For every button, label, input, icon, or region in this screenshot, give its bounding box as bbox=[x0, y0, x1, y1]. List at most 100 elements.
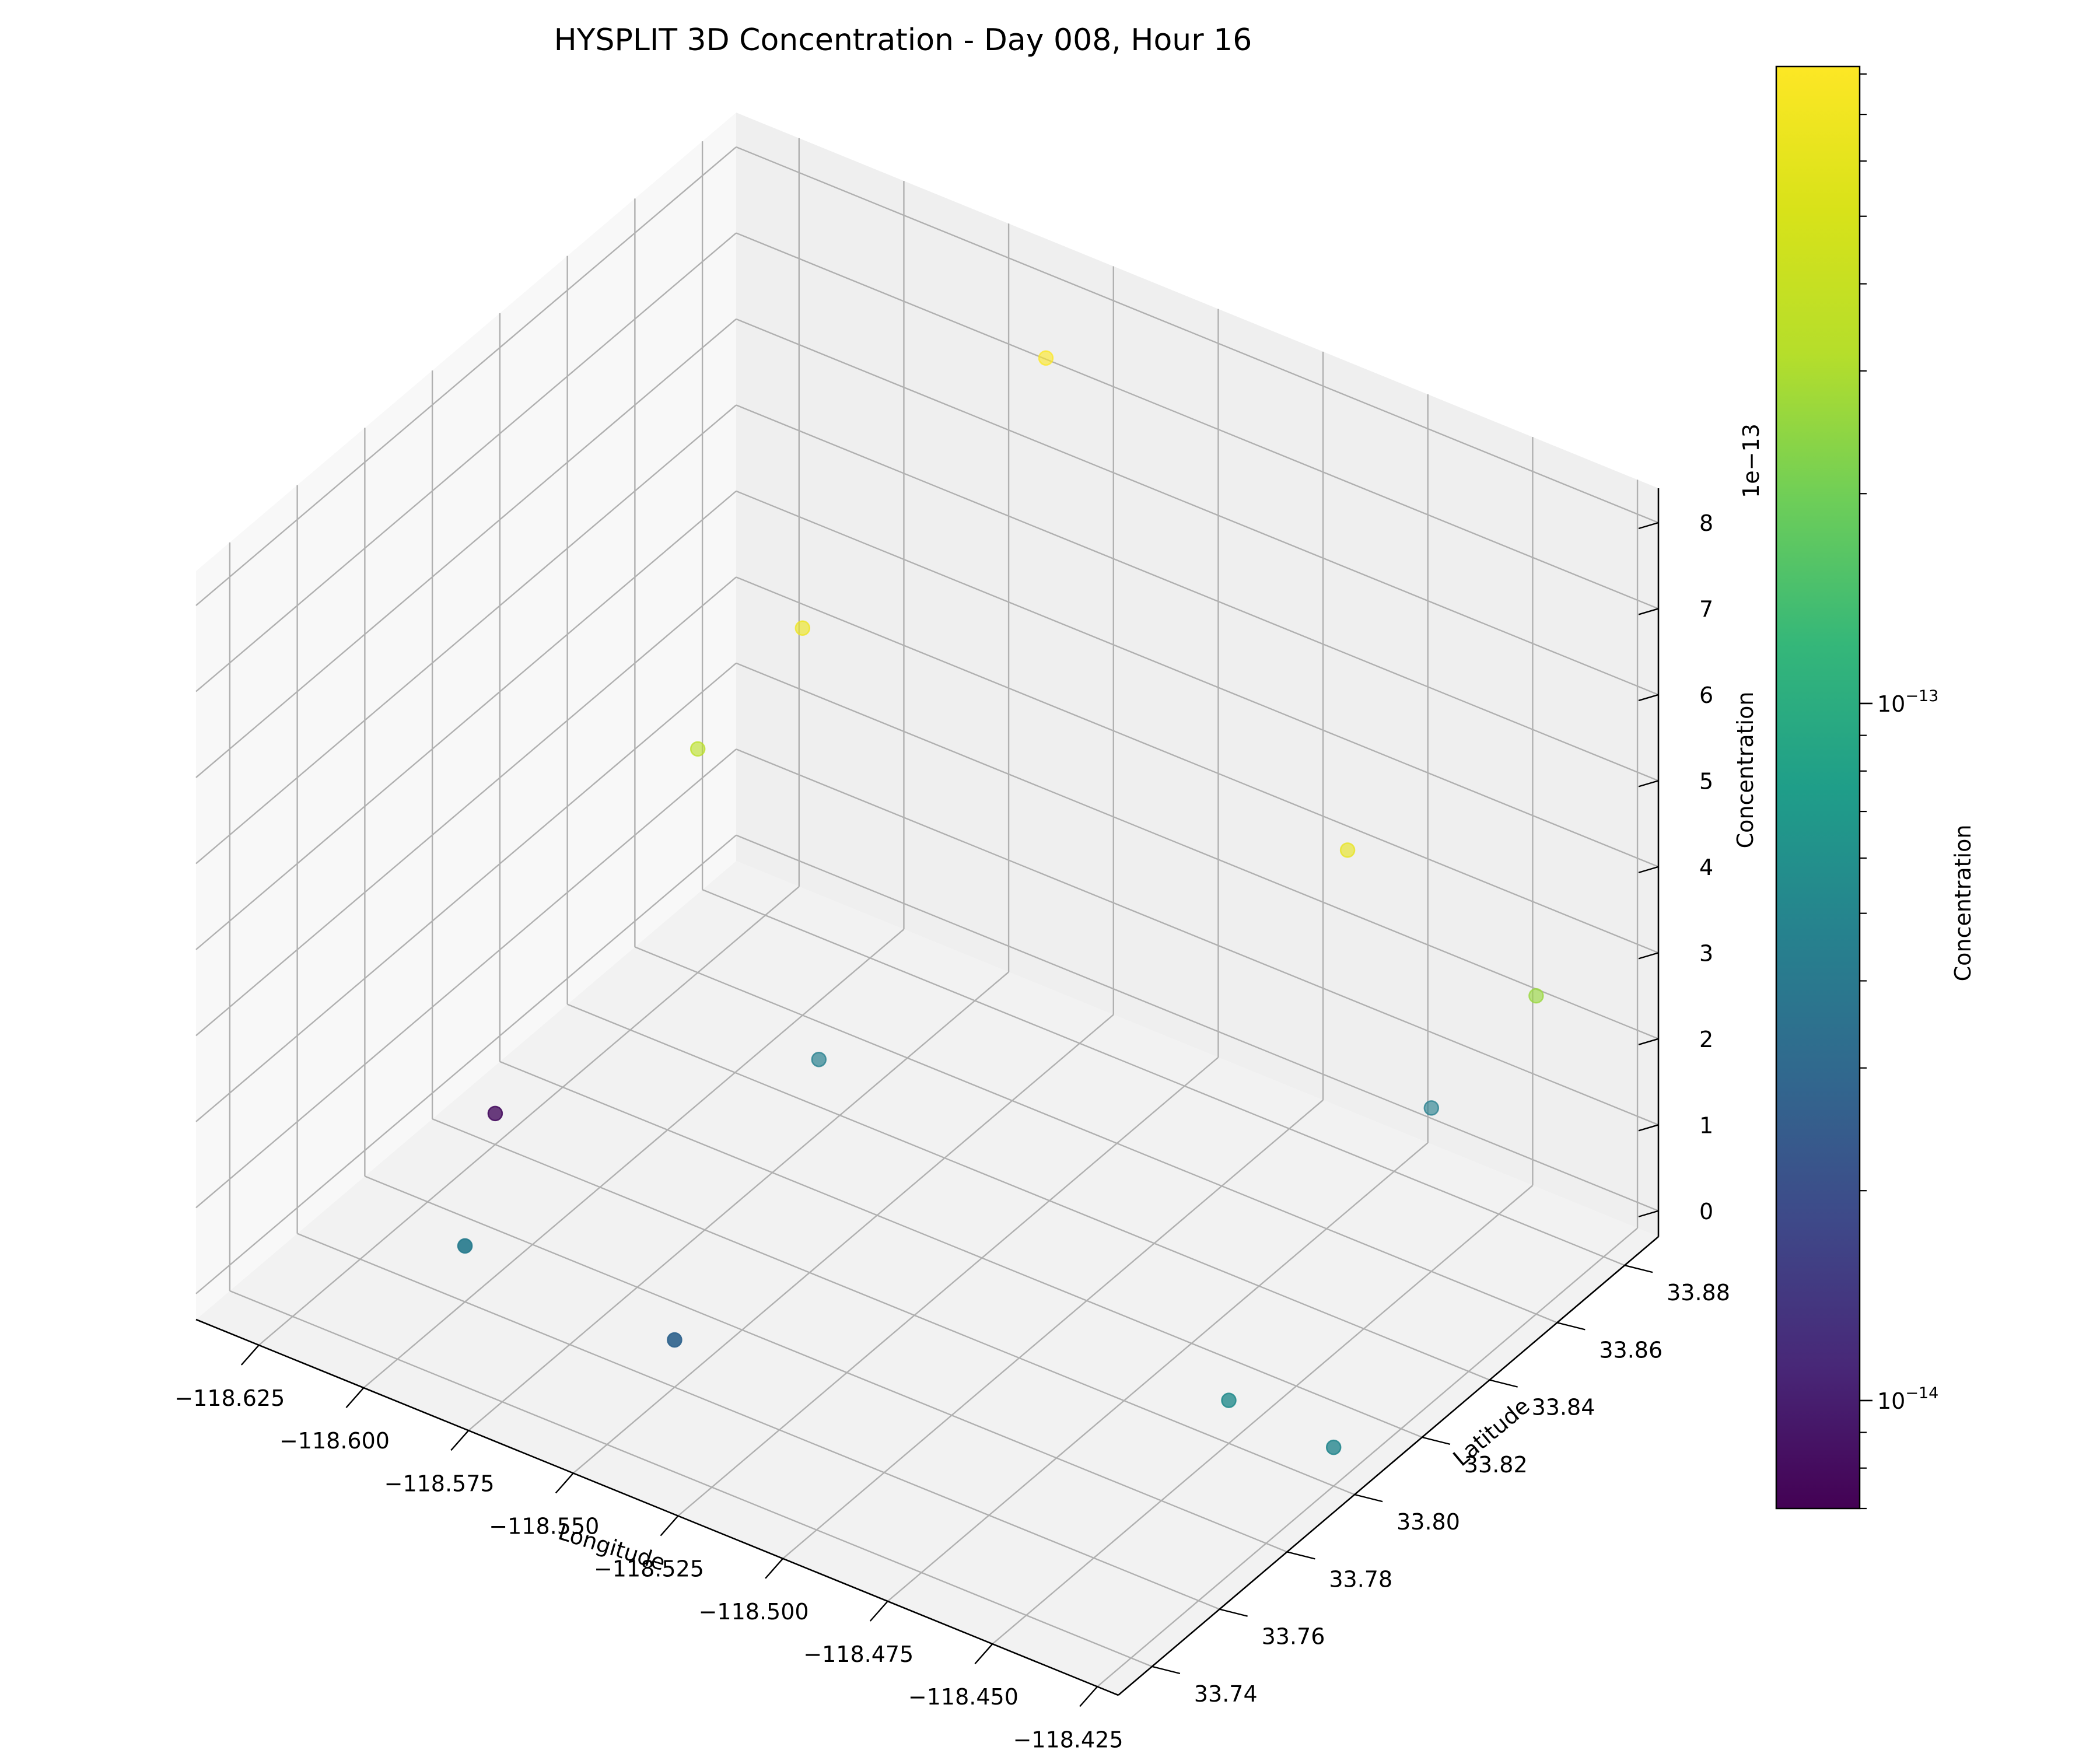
y-tick-mark bbox=[1219, 1608, 1248, 1617]
z-grid-left bbox=[195, 576, 737, 1037]
z-grid-back bbox=[736, 490, 1659, 867]
data-point bbox=[1339, 842, 1356, 858]
z-grid-left bbox=[195, 490, 737, 950]
x-grid-floor bbox=[258, 886, 800, 1346]
y-grid-floor bbox=[499, 1060, 1423, 1438]
z-grid-back bbox=[736, 834, 1659, 1212]
z-tick-mark bbox=[1638, 1210, 1659, 1217]
z-tick-label: 8 bbox=[1699, 510, 1713, 536]
y-tick-label: 33.82 bbox=[1464, 1452, 1528, 1478]
x-tick-mark bbox=[555, 1472, 574, 1494]
x-tick-mark bbox=[765, 1558, 783, 1579]
y-tick-label: 33.88 bbox=[1667, 1280, 1730, 1306]
z-tick-mark bbox=[1638, 608, 1659, 615]
z-grid-back bbox=[736, 748, 1659, 1126]
floor-pane bbox=[196, 861, 1658, 1695]
z-tick-mark bbox=[1638, 1124, 1659, 1132]
y-tick-mark bbox=[1489, 1379, 1518, 1388]
grid-lines bbox=[195, 138, 1659, 1688]
x-ticks: −118.625 −118.600 −118.575 −118.550 −118.525… bbox=[174, 1345, 1124, 1750]
y-tick-mark bbox=[1557, 1322, 1586, 1331]
z-tick-mark bbox=[1638, 694, 1659, 702]
x-grid-floor bbox=[363, 929, 905, 1389]
z-grid-back bbox=[736, 404, 1659, 782]
data-point bbox=[457, 1238, 473, 1254]
z-axis-label: Concentration bbox=[1732, 692, 1758, 849]
x-tick-mark bbox=[240, 1345, 260, 1366]
x-tick-label: −118.500 bbox=[699, 1599, 809, 1625]
data-point bbox=[487, 1105, 503, 1122]
data-point bbox=[1221, 1392, 1237, 1408]
y-tick-mark bbox=[1287, 1551, 1315, 1560]
colorbar-label: Concentration bbox=[1950, 825, 1976, 982]
y-grid-floor bbox=[567, 1003, 1490, 1381]
z-ticks: 0 1 2 3 4 5 6 7 8 bbox=[1638, 510, 1713, 1224]
x-grid-floor bbox=[677, 1056, 1219, 1517]
z-grid-left bbox=[195, 404, 737, 864]
y-tick-label: 33.86 bbox=[1599, 1337, 1662, 1363]
y-grid-floor bbox=[229, 1290, 1153, 1667]
colorbar-tick-label: 10−14 bbox=[1877, 1384, 1938, 1414]
y-grid-floor bbox=[297, 1233, 1220, 1610]
z-grid-left bbox=[195, 748, 737, 1209]
x-grid-floor bbox=[572, 1014, 1114, 1474]
x-tick-mark bbox=[974, 1643, 993, 1664]
x-grid-floor bbox=[468, 971, 1009, 1432]
z-tick-label: 1 bbox=[1699, 1112, 1713, 1138]
z-grid-left bbox=[195, 232, 737, 692]
y-grid-floor bbox=[432, 1118, 1355, 1496]
z-tick-label: 0 bbox=[1699, 1199, 1713, 1224]
x-grid-floor bbox=[992, 1185, 1534, 1645]
z-tick-mark bbox=[1638, 780, 1659, 788]
y-axis-line bbox=[1118, 1236, 1659, 1696]
z-grid-back bbox=[736, 232, 1659, 610]
x-tick-label: −118.450 bbox=[908, 1684, 1019, 1710]
z-grid-back bbox=[736, 318, 1659, 696]
x-tick-mark bbox=[869, 1601, 888, 1622]
x-axis-line bbox=[195, 1318, 1119, 1696]
data-point bbox=[1423, 1100, 1440, 1116]
x-tick-label: −118.600 bbox=[279, 1428, 390, 1454]
y-ticks: 33.74 33.76 33.78 33.80 33.82 33.84 33.86 33.88 bbox=[1152, 1264, 1730, 1707]
x-grid-floor bbox=[887, 1142, 1429, 1602]
z-tick-label: 6 bbox=[1699, 682, 1713, 708]
y-grid-floor bbox=[364, 1175, 1287, 1553]
x-tick-label: −118.575 bbox=[384, 1471, 495, 1496]
y-grid-floor bbox=[634, 946, 1558, 1324]
x-grid-floor bbox=[1097, 1227, 1638, 1688]
y-tick-label: 33.78 bbox=[1329, 1566, 1392, 1592]
x-grid-floor bbox=[782, 1099, 1324, 1559]
z-tick-mark bbox=[1638, 866, 1659, 874]
z-tick-label: 7 bbox=[1699, 596, 1713, 622]
left-pane bbox=[196, 113, 736, 1320]
data-point bbox=[667, 1332, 682, 1348]
y-tick-label: 33.80 bbox=[1396, 1509, 1460, 1535]
y-tick-label: 33.74 bbox=[1194, 1681, 1258, 1707]
x-tick-mark bbox=[450, 1430, 470, 1451]
z-tick-mark bbox=[1638, 952, 1659, 960]
z-tick-mark bbox=[1638, 1038, 1659, 1045]
x-tick-label: −118.475 bbox=[803, 1642, 914, 1667]
z-grid-left bbox=[195, 318, 737, 778]
x-tick-label: −118.525 bbox=[594, 1556, 704, 1582]
data-point bbox=[690, 741, 706, 757]
x-tick-mark bbox=[345, 1387, 365, 1408]
data-point bbox=[811, 1051, 827, 1068]
axis-edges bbox=[195, 488, 1660, 1696]
z-grid-back bbox=[736, 576, 1659, 954]
y-tick-label: 33.76 bbox=[1262, 1624, 1325, 1650]
z-grid-left bbox=[195, 146, 737, 606]
y-tick-mark bbox=[1354, 1493, 1383, 1503]
z-grid-left bbox=[195, 834, 737, 1294]
z-tick-label: 4 bbox=[1699, 855, 1713, 880]
scatter-points bbox=[457, 350, 1544, 1455]
colorbar-tick-label: 10−13 bbox=[1877, 687, 1938, 717]
y-tick-mark bbox=[1422, 1436, 1451, 1446]
colorbar-ticks: 10−13 10−14 bbox=[1860, 73, 1938, 1510]
x-tick-label: −118.625 bbox=[174, 1385, 285, 1411]
z-tick-label: 5 bbox=[1699, 768, 1713, 794]
data-point bbox=[1325, 1439, 1342, 1455]
z-offset-text: 1e−13 bbox=[1738, 424, 1764, 498]
z-grid-left bbox=[195, 662, 737, 1122]
